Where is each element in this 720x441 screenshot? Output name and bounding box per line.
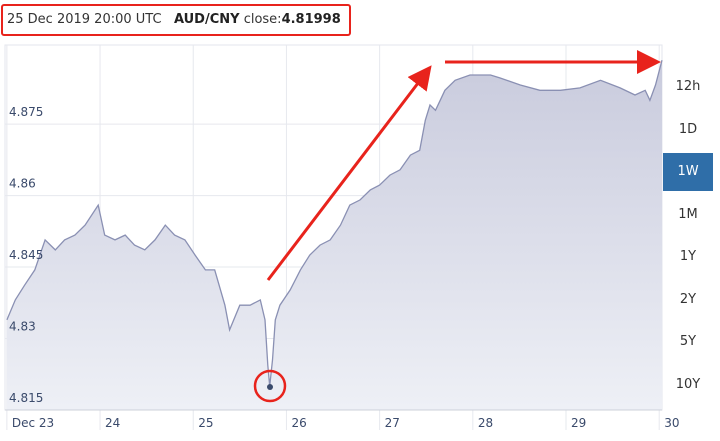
x-tick-label: 28: [478, 416, 493, 430]
range-button[interactable]: 10Y: [675, 376, 701, 392]
pair: AUD/CNY: [173, 12, 240, 27]
range-button[interactable]: 1Y: [679, 249, 697, 264]
x-tick-label: Dec 23: [12, 416, 54, 430]
annotation-arrow: [266, 65, 432, 281]
y-tick-label: 4.815: [9, 391, 43, 405]
close-dot: [267, 384, 273, 390]
close-value: 4.81998: [281, 12, 341, 27]
x-tick-label: 26: [291, 416, 306, 430]
price-line: [6, 60, 663, 387]
range-buttons: 12h 1D 1W 1M 1Y 2Y 5Y 10Y: [663, 68, 713, 408]
range-button[interactable]: 1W: [663, 153, 713, 191]
y-tick-label: 4.875: [9, 105, 43, 119]
range-button[interactable]: 2Y: [679, 291, 697, 307]
range-button[interactable]: 5Y: [679, 334, 697, 349]
y-tick-label: 4.83: [9, 320, 36, 334]
range-button[interactable]: 1M: [678, 206, 698, 222]
close-label: close:: [243, 12, 282, 27]
x-tick-label: 25: [198, 416, 213, 430]
header: 25 Dec 2019 20:00 UTC AUD/CNY close:4.81…: [1, 4, 351, 36]
x-tick-label: 29: [571, 416, 586, 430]
range-button[interactable]: 12h: [675, 79, 701, 94]
annotation-circle: [253, 369, 287, 403]
range-button[interactable]: 1D: [678, 121, 698, 137]
x-tick-label: 27: [385, 416, 400, 430]
timestamp: 25 Dec 2019 20:00 UTC: [7, 12, 162, 27]
area-fill: [6, 60, 662, 410]
x-tick-label: 24: [105, 416, 120, 430]
x-tick-label: 30: [664, 416, 679, 430]
y-tick-label: 4.845: [9, 248, 43, 262]
y-tick-label: 4.86: [9, 177, 36, 191]
